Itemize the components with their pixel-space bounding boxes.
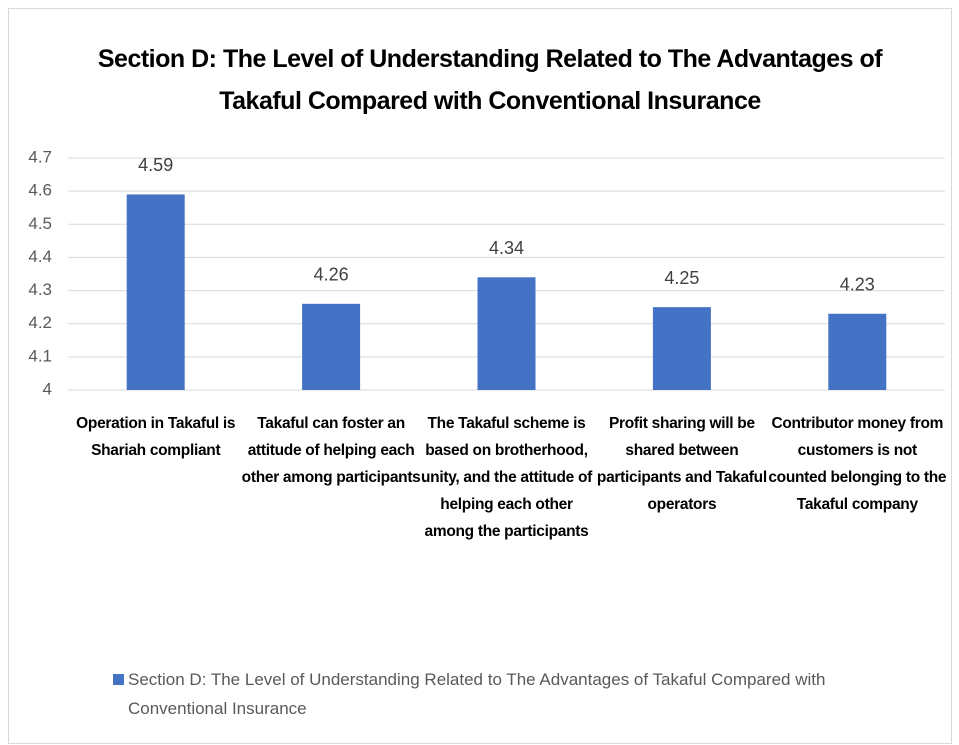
data-label: 4.34 bbox=[489, 238, 524, 258]
y-tick-label: 4.7 bbox=[28, 147, 52, 166]
y-tick-label: 4.2 bbox=[28, 313, 52, 332]
y-tick-label: 4.6 bbox=[28, 181, 52, 200]
x-tick-label: Profit sharing will be shared between pa… bbox=[596, 415, 767, 513]
bar bbox=[302, 303, 361, 390]
x-tick-label: Contributor money from customers is not … bbox=[768, 415, 947, 513]
bar bbox=[477, 277, 536, 390]
bar bbox=[126, 194, 185, 390]
x-tick-label: Takaful can foster an attitude of helpin… bbox=[241, 415, 421, 486]
legend-key bbox=[113, 674, 124, 685]
y-tick-label: 4.5 bbox=[28, 214, 52, 233]
y-tick-label: 4 bbox=[43, 379, 52, 398]
chart-frame bbox=[8, 8, 952, 744]
data-label: 4.26 bbox=[314, 265, 349, 285]
y-tick-label: 4.3 bbox=[28, 280, 52, 299]
bar bbox=[828, 313, 887, 390]
legend-label: Section D: The Level of Understanding Re… bbox=[128, 670, 826, 718]
data-label: 4.59 bbox=[138, 155, 173, 175]
x-tick-label: Operation in Takaful is Shariah complian… bbox=[76, 415, 236, 459]
chart-title: Section D: The Level of Understanding Re… bbox=[97, 45, 883, 115]
data-label: 4.23 bbox=[840, 275, 875, 295]
y-tick-label: 4.4 bbox=[28, 247, 52, 266]
data-label: 4.25 bbox=[664, 268, 699, 288]
x-tick-label: The Takaful scheme is based on brotherho… bbox=[420, 415, 592, 540]
y-tick-label: 4.1 bbox=[28, 346, 52, 365]
bar bbox=[652, 307, 711, 390]
